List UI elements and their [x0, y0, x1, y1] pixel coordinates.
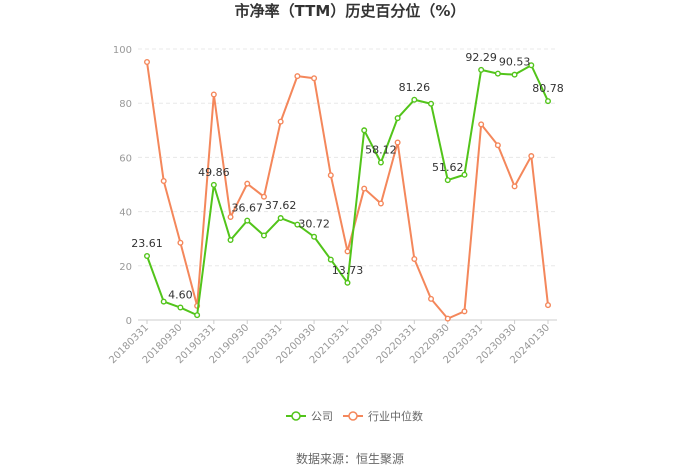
series-1-point: [428, 295, 435, 302]
series-1-point: [277, 118, 284, 125]
data-label: 92.29: [465, 51, 497, 64]
series-1-point: [411, 256, 418, 263]
series-0-point: [344, 279, 351, 286]
legend-company-marker-icon: [291, 411, 301, 421]
series-0-point: [194, 312, 201, 319]
series-1-point: [143, 59, 150, 66]
data-label: 81.26: [399, 81, 431, 94]
series-0-point: [528, 62, 535, 69]
legend-company-label: 公司: [311, 410, 333, 423]
series-1-point: [394, 139, 401, 146]
y-tick-label: 60: [119, 153, 132, 164]
legend-industry-marker-icon: [348, 411, 358, 421]
series-0-point: [411, 96, 418, 103]
series-1-point: [160, 177, 167, 184]
data-label: 37.62: [265, 199, 297, 212]
series-0-point: [210, 181, 217, 188]
series-1-point: [494, 142, 501, 149]
series-0-point: [277, 215, 284, 222]
series-1-point: [311, 75, 318, 82]
series-0-point: [160, 298, 167, 305]
data-label: 23.61: [131, 237, 163, 250]
series-1-point: [478, 121, 485, 128]
x-axis: 2018033120180930201903312019093020200331…: [107, 320, 552, 366]
series-1-point: [545, 302, 552, 309]
data-label: 36.67: [232, 202, 264, 215]
y-axis: 0 20 40 60 80 100: [113, 45, 132, 327]
series-1-point: [377, 200, 384, 207]
series-1-point: [177, 239, 184, 246]
data-label: 58.12: [365, 143, 397, 156]
series-1-point: [528, 153, 535, 160]
series-lines: [143, 59, 552, 322]
series-0-point: [244, 217, 251, 224]
series-0-point: [394, 115, 401, 122]
series-0-point: [478, 66, 485, 73]
series-0-point: [377, 159, 384, 166]
series-0-point: [227, 237, 234, 244]
series-1-point: [461, 308, 468, 315]
data-label: 80.78: [532, 82, 564, 95]
series-0-point: [361, 127, 368, 134]
data-label: 4.60: [168, 289, 193, 302]
series-0-point: [428, 100, 435, 107]
series-0-point: [260, 232, 267, 239]
series-1-point: [244, 180, 251, 187]
series-0-point: [294, 221, 301, 228]
series-1-point: [294, 73, 301, 80]
chart-title: 市净率（TTM）历史百分位（%）: [235, 2, 466, 20]
data-label: 13.73: [332, 264, 364, 277]
series-0-point: [545, 98, 552, 105]
legend[interactable]: 公司 行业中位数: [286, 409, 423, 423]
series-0-point: [461, 171, 468, 178]
data-label: 51.62: [432, 161, 464, 174]
legend-item-company[interactable]: 公司: [286, 410, 333, 423]
y-tick-label: 80: [119, 99, 132, 110]
data-label: 90.53: [499, 56, 531, 69]
series-1-point: [511, 183, 518, 190]
legend-industry-label: 行业中位数: [368, 409, 423, 423]
series-1-point: [260, 193, 267, 200]
y-tick-label: 0: [126, 316, 132, 327]
data-label: 30.72: [298, 218, 330, 231]
series-1-point: [344, 248, 351, 255]
series-0-point: [444, 177, 451, 184]
series-0-point: [311, 233, 318, 240]
series-0-point: [327, 256, 334, 263]
series-1-point: [327, 172, 334, 179]
series-1-point: [210, 91, 217, 98]
y-tick-label: 40: [119, 208, 132, 219]
series-1-point: [361, 185, 368, 192]
series-0-point: [177, 304, 184, 311]
data-label: 49.86: [198, 166, 230, 179]
y-tick-label: 100: [113, 45, 132, 56]
series-1-point: [444, 315, 451, 322]
series-0-point: [494, 70, 501, 77]
data-source: 数据来源：恒生聚源: [296, 451, 404, 466]
series-0-point: [511, 71, 518, 78]
legend-item-industry-median[interactable]: 行业中位数: [343, 409, 423, 423]
y-tick-label: 20: [119, 262, 132, 273]
series-0-point: [143, 253, 150, 260]
series-1-point: [227, 214, 234, 221]
